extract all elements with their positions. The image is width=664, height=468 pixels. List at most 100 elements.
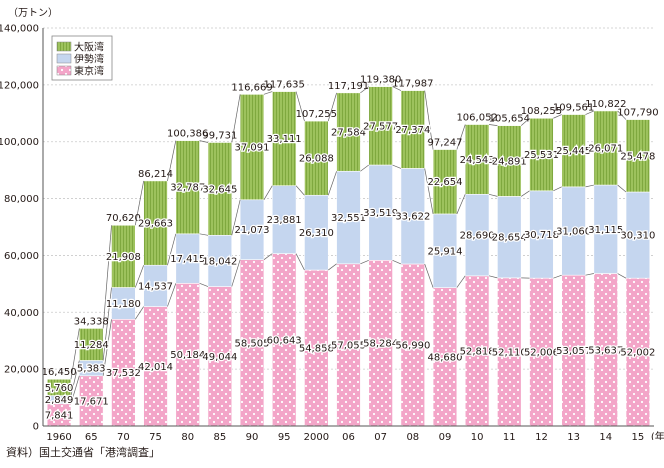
connector-line: [392, 164, 402, 169]
total-label: 107,790: [617, 108, 658, 119]
value-label-ise: 28,654: [492, 233, 527, 244]
x-tick-label: 12: [535, 432, 548, 440]
value-label-tokyo: 53,637: [588, 345, 623, 356]
connector-line: [135, 306, 144, 320]
total-label: 107,255: [296, 109, 337, 120]
value-label-ise: 17,415: [170, 254, 205, 265]
total-label: 106,052: [456, 113, 497, 124]
value-label-osaka: 27,577: [363, 121, 398, 132]
x-tick-label: 90: [246, 432, 259, 440]
value-label-osaka: 27,374: [395, 125, 430, 136]
connector-line: [424, 263, 434, 288]
y-tick-label: 20,000: [4, 365, 39, 376]
connector-line: [456, 194, 466, 215]
x-tick-label: 70: [117, 432, 130, 440]
connector-line: [520, 117, 530, 126]
bar-segment-osaka: [400, 90, 426, 169]
total-label: 108,255: [521, 106, 562, 117]
x-tick-label: 13: [567, 432, 580, 440]
bar-segment-osaka: [271, 91, 297, 187]
y-tick-label: 80,000: [4, 194, 39, 205]
connector-line: [263, 185, 273, 200]
bar-segment-osaka: [561, 114, 586, 188]
value-label-tokyo: 7,841: [45, 410, 74, 421]
bar-segment-osaka: [207, 142, 233, 236]
connector-line: [295, 253, 305, 271]
source-note: 資料）国土交通省「港湾調査」: [6, 446, 160, 459]
value-label-osaka: 32,645: [202, 184, 237, 195]
bar-segment-osaka: [432, 149, 458, 215]
connector-line: [456, 124, 466, 150]
total-label: 110,822: [585, 99, 626, 110]
y-tick-label: 100,000: [0, 137, 39, 148]
connector-line: [231, 199, 241, 236]
bar-segment-osaka: [529, 117, 554, 192]
value-label-osaka: 33,111: [267, 134, 302, 145]
connector-line: [360, 86, 369, 94]
total-label: 105,654: [489, 114, 530, 125]
connector-line: [424, 90, 434, 150]
value-label-tokyo: 49,044: [202, 352, 237, 363]
value-label-tokyo: 42,014: [138, 362, 173, 373]
value-label-ise: 5,383: [77, 364, 106, 375]
value-label-tokyo: 58,505: [235, 338, 270, 349]
legend-label-tokyo: 東京湾: [74, 65, 104, 78]
value-label-osaka: 25,445: [556, 146, 591, 157]
value-label-osaka: 32,787: [170, 183, 205, 194]
total-label: 34,338: [74, 316, 109, 327]
value-label-osaka: 24,543: [460, 155, 495, 166]
bar-segment-osaka: [239, 94, 265, 201]
connector-line: [327, 171, 337, 196]
value-label-tokyo: 52,002: [620, 348, 655, 359]
value-label-ise: 32,551: [331, 213, 366, 224]
value-label-osaka: 21,908: [106, 252, 141, 263]
bar-segment-osaka: [304, 120, 329, 196]
value-label-tokyo: 48,680: [427, 352, 462, 363]
total-label: 16,450: [42, 367, 77, 378]
value-label-osaka: 37,091: [235, 143, 270, 154]
connector-line: [327, 92, 337, 122]
connector-line: [617, 110, 627, 120]
total-label: 116,669: [231, 82, 272, 93]
bar-segment-osaka: [368, 86, 393, 166]
bar-segment-osaka: [175, 140, 200, 235]
value-label-ise: 2,849: [45, 395, 74, 406]
connector-line: [167, 233, 177, 266]
value-label-tokyo: 57,055: [331, 340, 366, 351]
connector-line: [199, 233, 209, 236]
connector-line: [553, 186, 562, 192]
y-tick-label: 60,000: [4, 251, 39, 262]
x-tick-label: 65: [85, 432, 98, 440]
connector-line: [231, 259, 241, 287]
x-tick-label: 75: [149, 432, 162, 440]
value-label-osaka: 27,584: [331, 128, 366, 139]
bar-segment-osaka: [111, 224, 136, 288]
value-label-ise: 14,537: [138, 281, 173, 292]
value-label-tokyo: 52,006: [524, 348, 559, 359]
bar-segment-osaka: [593, 110, 618, 186]
x-tick-label: 11: [503, 432, 516, 440]
connector-line: [70, 375, 80, 404]
connector-line: [392, 259, 402, 265]
connector-line: [328, 263, 337, 271]
connector-line: [585, 184, 594, 188]
value-label-tokyo: 60,643: [267, 335, 302, 346]
value-label-ise: 28,690: [460, 231, 495, 242]
connector-line: [231, 94, 241, 143]
value-label-ise: 31,060: [556, 227, 591, 238]
value-label-tokyo: 53,057: [556, 346, 591, 357]
value-label-tokyo: 52,110: [492, 347, 527, 358]
value-label-ise: 33,519: [363, 208, 398, 219]
y-tick-label: 0: [33, 422, 39, 433]
connector-line: [134, 180, 144, 226]
x-tick-label: 09: [439, 432, 452, 440]
legend-swatch-tokyo: [56, 65, 72, 76]
value-label-tokyo: 52,818: [460, 346, 495, 357]
value-label-osaka: 11,284: [74, 340, 109, 351]
legend-swatch-osaka: [56, 41, 72, 52]
value-label-ise: 11,180: [106, 299, 141, 310]
total-label: 117,191: [328, 81, 369, 92]
connector-line: [520, 190, 530, 197]
connector-line: [295, 185, 305, 196]
